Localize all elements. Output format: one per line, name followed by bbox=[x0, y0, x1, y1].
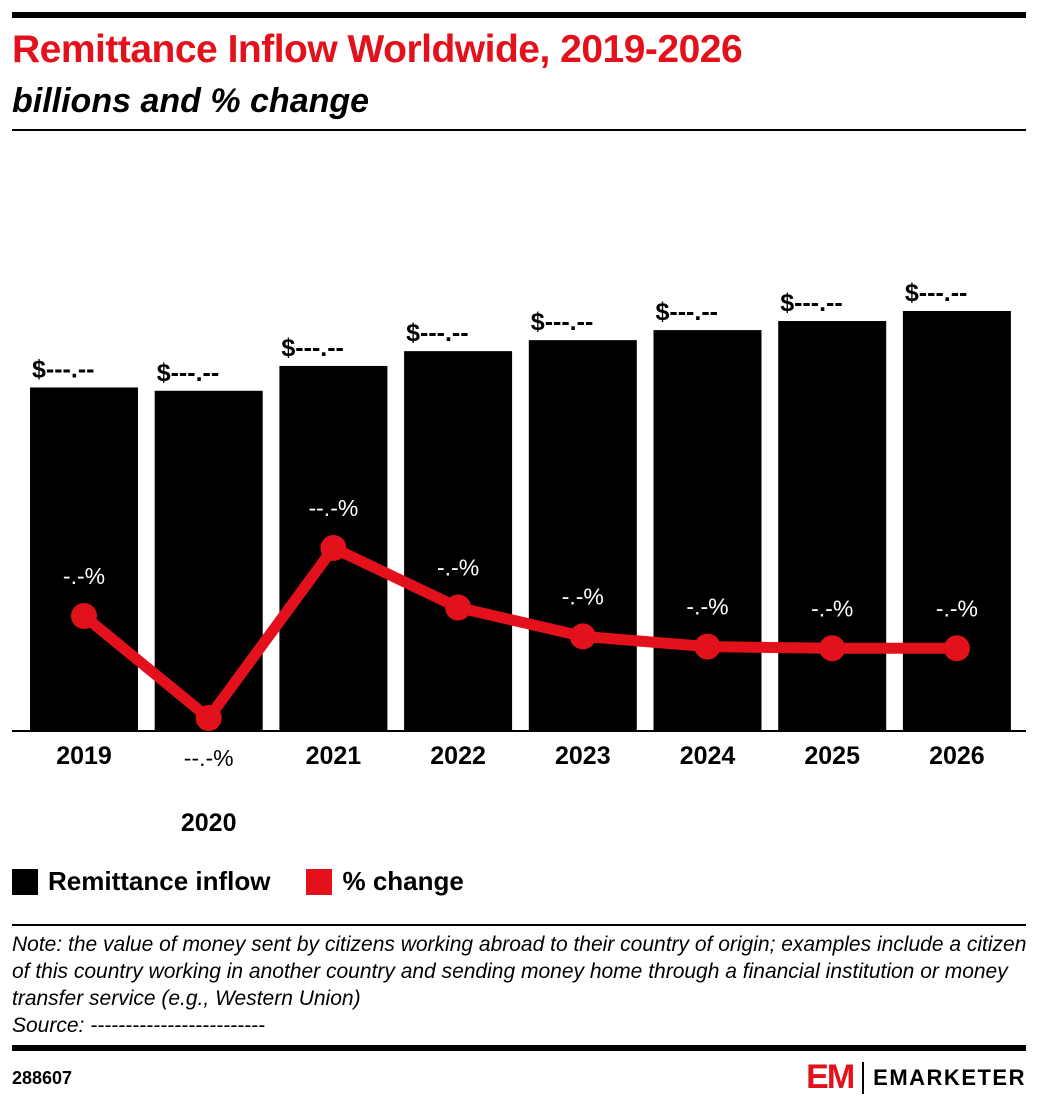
logo-text: EMARKETER bbox=[873, 1064, 1026, 1090]
bar-value-label-2025: $---.-- bbox=[780, 289, 842, 317]
percent-change-label-2019: -.-% bbox=[63, 563, 105, 589]
bar-2020 bbox=[154, 390, 263, 731]
x-tick-label-2025: 2025 bbox=[804, 742, 860, 770]
x-tick-label-2022: 2022 bbox=[430, 742, 486, 770]
legend-item-remittance: Remittance inflow bbox=[12, 866, 270, 897]
bar-value-label-2023: $---.-- bbox=[531, 308, 593, 336]
bar-value-label-2026: $---.-- bbox=[905, 279, 967, 307]
percent-change-point-2024 bbox=[694, 633, 721, 660]
percent-change-point-2026 bbox=[943, 635, 970, 662]
legend-swatch-change bbox=[306, 868, 333, 895]
bar-value-label-2022: $---.-- bbox=[406, 319, 468, 347]
bar-value-label-2024: $---.-- bbox=[656, 298, 718, 326]
percent-change-label-2024: -.-% bbox=[686, 594, 728, 620]
bar-2022 bbox=[404, 351, 513, 731]
x-tick-label-2026: 2026 bbox=[929, 742, 985, 770]
note-text: Note: the value of money sent by citizen… bbox=[12, 933, 1027, 1010]
bar-value-label-2019: $---.-- bbox=[32, 355, 94, 383]
top-rule bbox=[12, 12, 1026, 18]
chart-subtitle: billions and % change bbox=[12, 82, 370, 120]
x-tick-label-2021: 2021 bbox=[306, 742, 362, 770]
notes-divider bbox=[12, 924, 1026, 926]
source-text: Source: ------------------------- bbox=[12, 1014, 266, 1037]
legend-swatch-remittance bbox=[12, 868, 38, 895]
legend-label-remittance: Remittance inflow bbox=[48, 866, 271, 896]
line-layer: -.-% --.-% --.-% -.-% -.-% -.-% -.-% -.-% bbox=[63, 495, 978, 771]
bar-2019 bbox=[30, 387, 138, 731]
bar-2023 bbox=[528, 340, 637, 731]
logo-separator bbox=[862, 1061, 865, 1094]
title-divider bbox=[12, 129, 1026, 131]
percent-change-label-2020: --.-% bbox=[184, 745, 234, 771]
percent-change-point-2022 bbox=[445, 594, 472, 621]
percent-change-label-2023: -.-% bbox=[562, 583, 604, 609]
legend: Remittance inflow % change bbox=[12, 866, 500, 897]
percent-change-point-2021 bbox=[320, 535, 347, 561]
percent-change-label-2026: -.-% bbox=[936, 595, 978, 621]
percent-change-point-2019 bbox=[71, 603, 97, 629]
percent-change-point-2023 bbox=[569, 623, 596, 650]
chart-id: 288607 bbox=[12, 1068, 73, 1088]
logo-mark: EM bbox=[806, 1058, 855, 1096]
x-tick-label-2024: 2024 bbox=[680, 742, 736, 770]
bar-2025 bbox=[778, 321, 887, 731]
percent-change-label-2025: -.-% bbox=[811, 595, 853, 621]
chart: $---.-- $---.-- $---.-- $---.-- $---.-- $---.… bbox=[12, 279, 1026, 837]
bar-labels-layer: $---.-- $---.-- $---.-- $---.-- $---.-- $---.… bbox=[32, 279, 967, 387]
legend-label-change: % change bbox=[342, 866, 464, 896]
legend-item-change: % change bbox=[306, 866, 464, 897]
chart-title: Remittance Inflow Worldwide, 2019-2026 bbox=[12, 28, 743, 71]
bar-2026 bbox=[902, 311, 1011, 731]
notes: Note: the value of money sent by citizen… bbox=[12, 931, 1030, 1039]
percent-change-line bbox=[78, 542, 963, 724]
bar-2024 bbox=[653, 330, 762, 731]
bar-value-label-2021: $---.-- bbox=[281, 334, 343, 362]
percent-change-label-2022: -.-% bbox=[437, 555, 479, 581]
x-tick-label-2020: 2020 bbox=[181, 809, 237, 837]
x-tick-label-2023: 2023 bbox=[555, 742, 611, 770]
emarketer-logo: EM EMARKETER bbox=[806, 1058, 1026, 1097]
bar-value-label-2020: $---.-- bbox=[157, 359, 219, 387]
x-tick-label-2019: 2019 bbox=[56, 742, 112, 770]
percent-change-point-2020 bbox=[195, 705, 222, 731]
percent-change-point-2025 bbox=[819, 635, 846, 662]
x-ticks-layer: 2019 2020 2021 2022 2023 2024 2025 2026 bbox=[56, 742, 985, 837]
percent-change-label-2021: --.-% bbox=[308, 495, 358, 521]
bottom-rule bbox=[12, 1045, 1026, 1051]
